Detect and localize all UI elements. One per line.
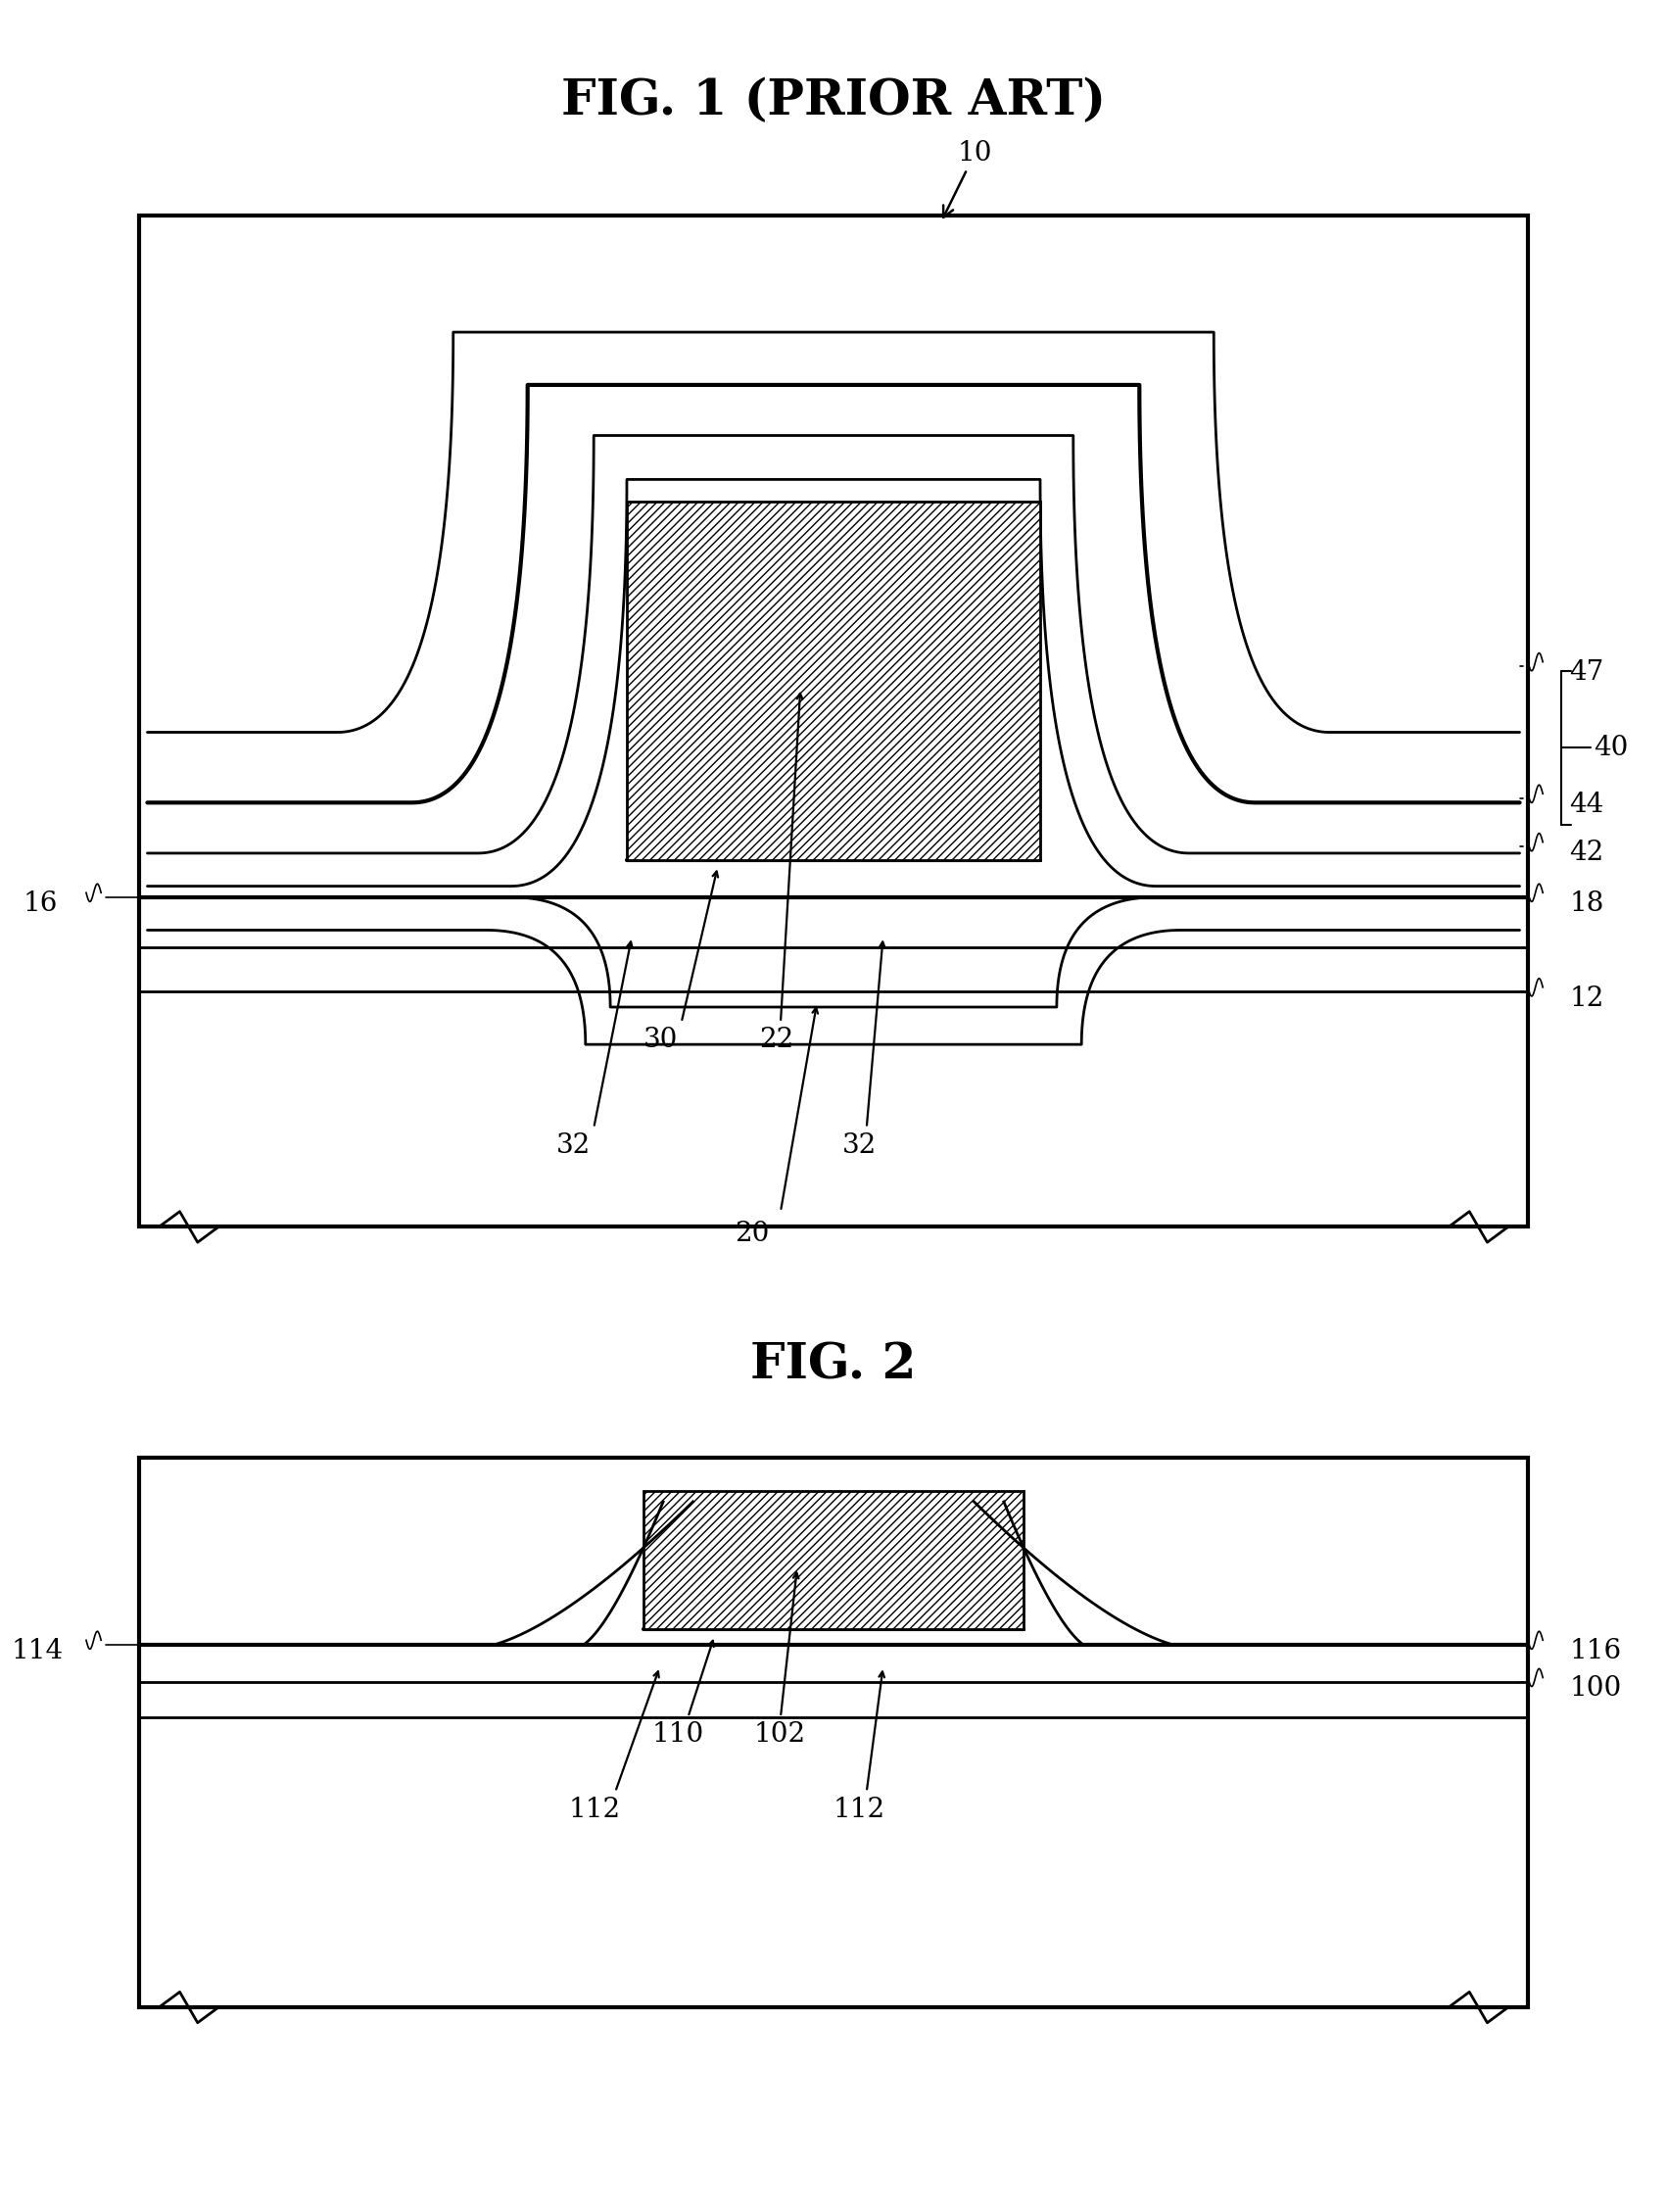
Text: 116: 116 xyxy=(1569,1637,1622,1663)
Bar xyxy=(627,502,1040,860)
Text: 12: 12 xyxy=(1569,984,1604,1011)
Text: 114: 114 xyxy=(12,1637,63,1663)
Text: 20: 20 xyxy=(733,1221,768,1248)
Text: 30: 30 xyxy=(643,1026,678,1053)
Text: 22: 22 xyxy=(758,1026,793,1053)
Text: 32: 32 xyxy=(842,1133,877,1159)
Text: 112: 112 xyxy=(834,1796,885,1823)
Bar xyxy=(138,1458,1529,2006)
Text: 112: 112 xyxy=(568,1796,622,1823)
Text: 10: 10 xyxy=(944,139,992,217)
Text: 32: 32 xyxy=(555,1133,590,1159)
Text: 47: 47 xyxy=(1569,659,1604,686)
Text: 110: 110 xyxy=(652,1721,703,1747)
Text: 16: 16 xyxy=(23,891,58,918)
Text: FIG. 2: FIG. 2 xyxy=(750,1340,917,1389)
Text: 42: 42 xyxy=(1569,841,1604,867)
Bar xyxy=(138,215,1529,1228)
Text: 100: 100 xyxy=(1569,1674,1622,1701)
Bar xyxy=(643,1491,1024,1630)
Text: FIG. 1 (PRIOR ART): FIG. 1 (PRIOR ART) xyxy=(562,77,1105,126)
Text: 18: 18 xyxy=(1569,891,1604,918)
Text: 40: 40 xyxy=(1594,734,1629,761)
Text: 44: 44 xyxy=(1569,792,1604,818)
Text: 102: 102 xyxy=(753,1721,807,1747)
